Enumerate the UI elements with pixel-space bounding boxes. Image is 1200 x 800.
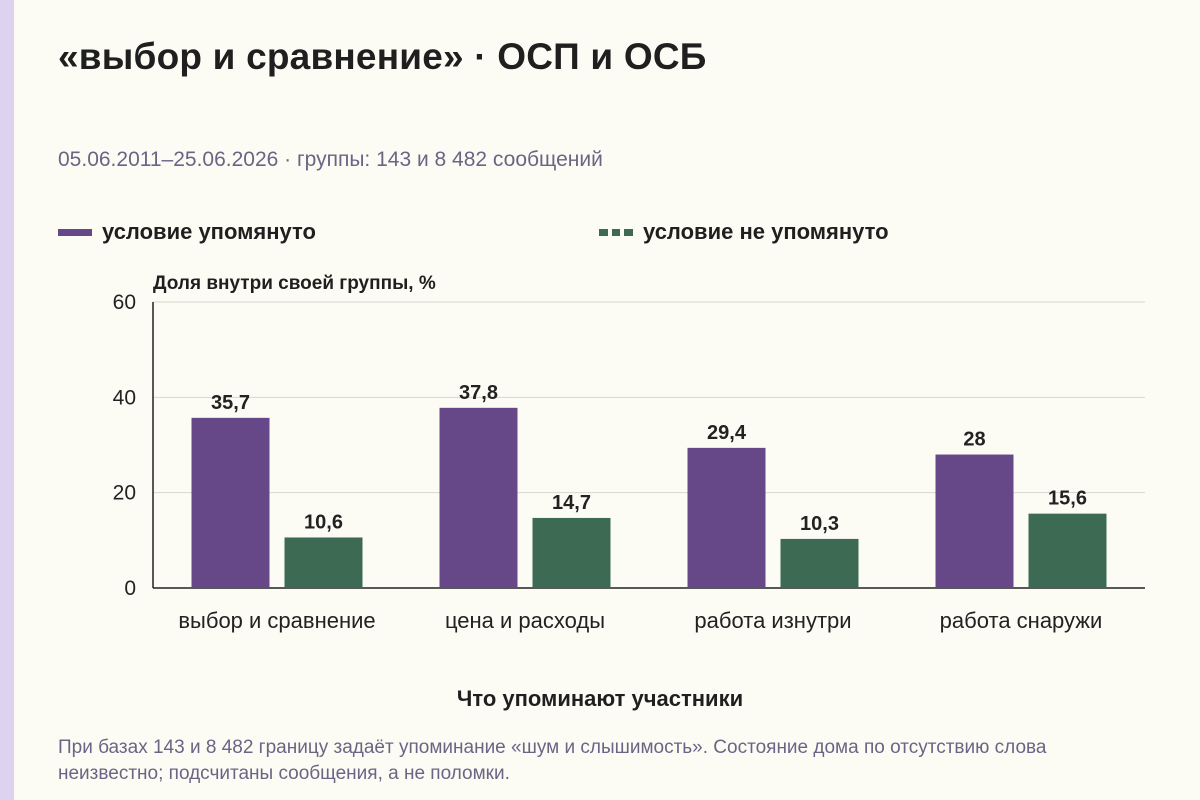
bar-mentioned-1: [439, 407, 518, 588]
bar-not-mentioned-1: [532, 517, 611, 588]
legend: условие упомянуто условие не упомянуто: [0, 219, 1200, 249]
data-label-mentioned-3: 28: [963, 429, 985, 451]
x-tick-label-0: выбор и сравнение: [178, 608, 375, 633]
legend-label-mentioned: условие упомянуто: [102, 219, 316, 244]
y-tick-label-40: 40: [113, 386, 136, 409]
x-axis-label: Что упоминают участники: [456, 686, 744, 711]
bar-mentioned-2: [687, 447, 766, 588]
x-tick-label-1: цена и расходы: [445, 608, 605, 633]
bar-not-mentioned-3: [1028, 513, 1107, 588]
footnote: При базах 143 и 8 482 границу задаёт упо…: [58, 737, 1047, 784]
data-label-mentioned-1: 37,8: [459, 382, 498, 404]
legend-item-mentioned: условие упомянуто: [58, 219, 316, 245]
bar-not-mentioned-0: [284, 537, 363, 588]
legend-item-not-mentioned: условие не упомянуто: [599, 219, 889, 245]
bar-mentioned-0: [191, 417, 270, 588]
y-axis-label: Доля внутри своей группы, %: [153, 273, 436, 294]
data-label-not-mentioned-3: 15,6: [1048, 488, 1087, 510]
accent-bar: [0, 0, 14, 800]
chart-subtitle: 05.06.2011–25.06.2026 · группы: 143 и 8 …: [58, 148, 603, 171]
x-tick-label-2: работа изнутри: [694, 608, 851, 633]
data-label-not-mentioned-2: 10,3: [800, 513, 839, 535]
legend-swatch-mentioned: [58, 228, 92, 236]
y-tick-label-20: 20: [113, 482, 136, 505]
data-label-not-mentioned-1: 14,7: [552, 492, 591, 514]
bar-mentioned-3: [935, 454, 1014, 588]
chart-title: «выбор и сравнение» · ОСП и ОСБ: [58, 36, 707, 77]
y-tick-label-0: 0: [124, 577, 136, 600]
legend-label-not-mentioned: условие не упомянуто: [643, 219, 889, 244]
x-tick-label-3: работа снаружи: [940, 608, 1103, 633]
y-tick-label-60: 60: [113, 291, 136, 314]
bar-not-mentioned-2: [780, 538, 859, 588]
data-label-mentioned-0: 35,7: [211, 392, 250, 414]
data-label-mentioned-2: 29,4: [707, 422, 747, 444]
data-label-not-mentioned-0: 10,6: [304, 511, 343, 533]
legend-swatch-not-mentioned: [599, 228, 634, 236]
